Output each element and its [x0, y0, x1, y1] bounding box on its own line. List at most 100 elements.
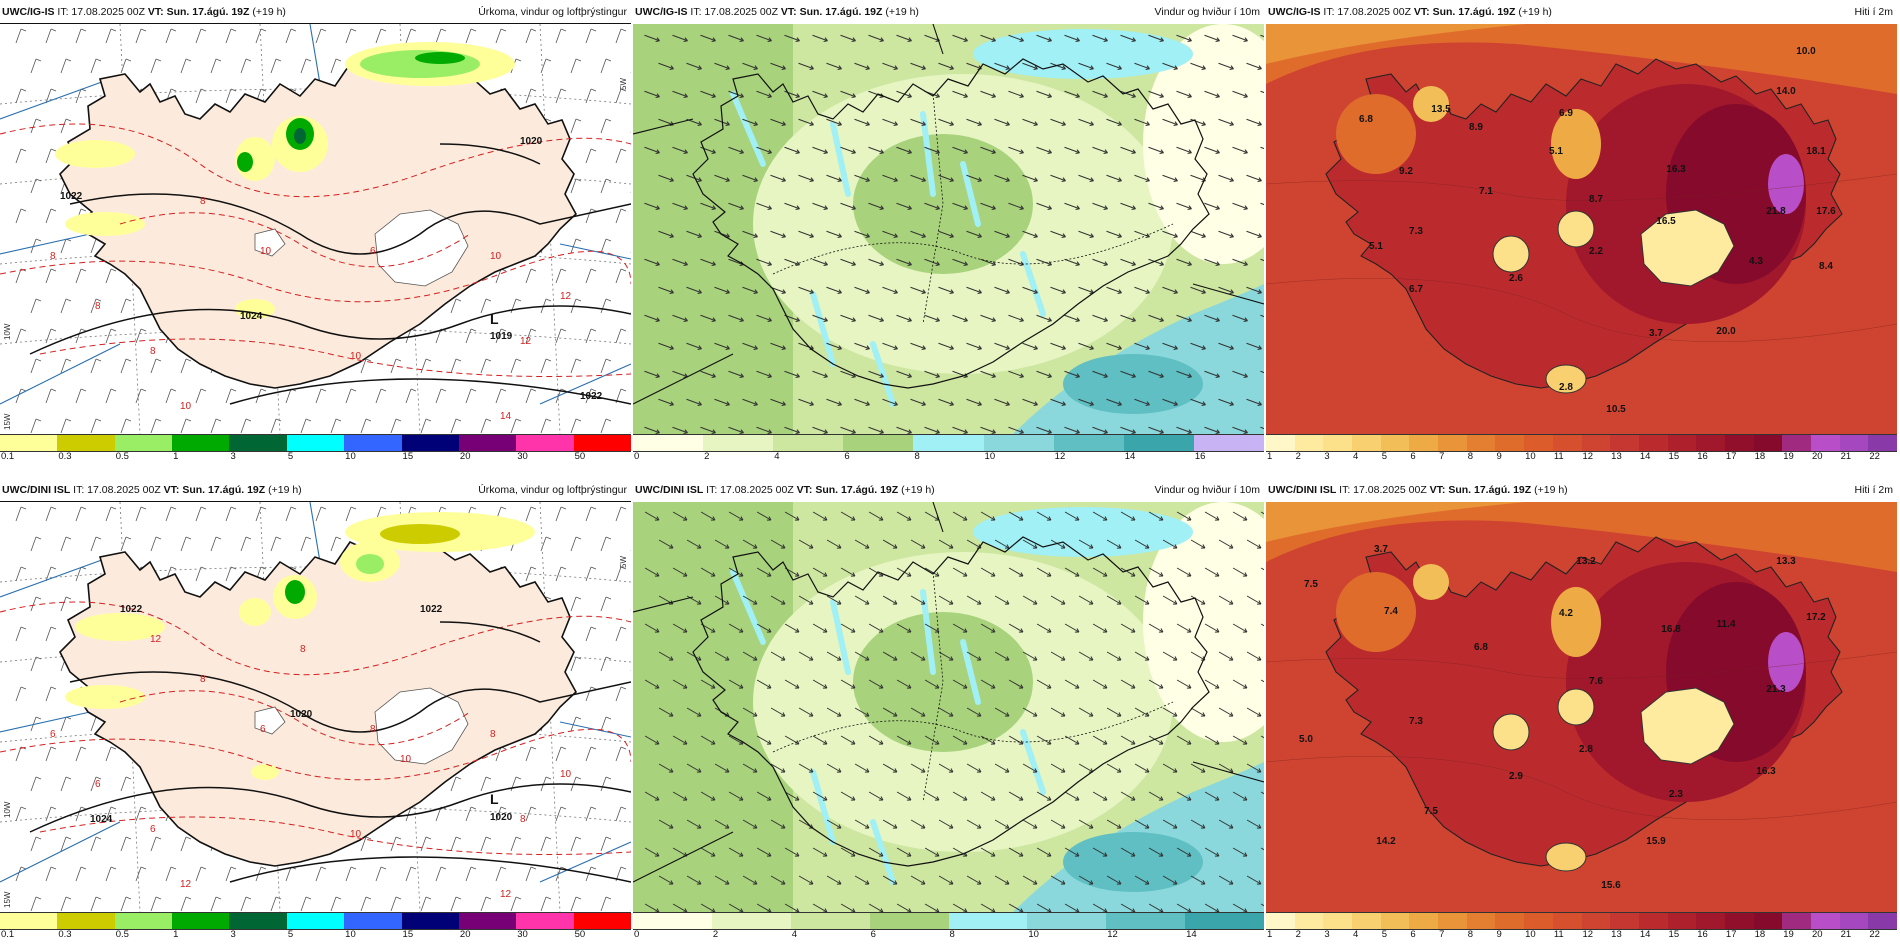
color-scale-cell: [344, 913, 403, 929]
color-scale-cell: [286, 435, 345, 451]
temperature-value: 13.2: [1576, 556, 1596, 567]
temperature-value: 8.7: [1589, 194, 1603, 205]
panel-title: Vindur og hviður í 10m: [1154, 6, 1260, 18]
color-scale-cell: [1868, 435, 1897, 451]
temperature-value: 2.3: [1669, 789, 1683, 800]
color-scale-cell: [703, 435, 774, 451]
temperature-label: 12: [520, 336, 532, 347]
temperature-label: 10: [350, 351, 362, 362]
temperature-value: 6.9: [1559, 108, 1573, 119]
color-scale-tick: 10: [345, 929, 356, 940]
temperature-value: 20.0: [1716, 326, 1736, 337]
color-scale-tick: 14: [1124, 451, 1136, 462]
panel-title: Hiti í 2m: [1854, 484, 1893, 496]
color-scale-cell: [1495, 913, 1525, 929]
glacier-cold: [1545, 364, 1587, 394]
panel-wind-r0: UWC/IG-IS IT: 17.08.2025 00Z VT: Sun. 17…: [633, 0, 1264, 472]
temperature-value: 17.2: [1806, 612, 1826, 623]
color-scale-cell: [57, 913, 116, 929]
color-scale-tick: 2: [1295, 929, 1301, 940]
temperature-value: 7.5: [1304, 579, 1318, 590]
wind-arrows: [644, 511, 1264, 912]
color-scale-tick: 14: [1639, 929, 1651, 940]
temperature-label: 10: [560, 769, 572, 780]
temperature-value: 13.5: [1431, 104, 1451, 115]
header-left: UWC/DINI ISL IT: 17.08.2025 00Z VT: Sun.…: [1268, 484, 1568, 496]
temperature-label: 8: [95, 301, 101, 312]
color-scale-tick: 11: [1553, 451, 1564, 462]
isobars: [29, 621, 631, 883]
region-boundaries: [772, 571, 1174, 803]
color-scale-tick: 14: [1186, 929, 1197, 940]
iceland-land: [59, 536, 578, 867]
color-scale-cell: [1193, 435, 1264, 451]
temperature-value: 15.9: [1646, 836, 1666, 847]
color-scale-tick: 13: [1611, 451, 1622, 462]
wind-band: [973, 29, 1193, 79]
color-scale: [633, 434, 1264, 452]
lead-time: (+19 h): [268, 484, 302, 496]
color-scale-tick: 1: [1267, 451, 1273, 462]
panel-temp-r0: UWC/IG-IS IT: 17.08.2025 00Z VT: Sun. 17…: [1266, 0, 1897, 472]
color-scale-cell: [114, 913, 173, 929]
valid-time: Sun. 17.ágú. 19Z: [1432, 6, 1516, 18]
temperature-value: 16.3: [1666, 164, 1686, 175]
temperature-label: 8: [150, 346, 156, 357]
color-scale-cell: [1294, 435, 1324, 451]
temperature-contours: [1266, 651, 1897, 820]
color-scale-cell: [1552, 435, 1583, 451]
color-scale-cell: [1868, 913, 1897, 929]
color-scale-cell: [1753, 435, 1783, 451]
panel-header: UWC/DINI ISL IT: 17.08.2025 00Z VT: Sun.…: [0, 478, 631, 502]
color-scale-tick: 16: [1697, 451, 1708, 462]
glacier: [254, 706, 286, 735]
model-name: UWC/DINI ISL: [635, 484, 704, 496]
panel-header: UWC/IG-IS IT: 17.08.2025 00Z VT: Sun. 17…: [1266, 0, 1897, 24]
glacier-cold: [1640, 209, 1735, 287]
color-scale-cell: [1266, 435, 1296, 451]
color-scale-cell: [1724, 435, 1755, 451]
temperature-label: 12: [150, 634, 162, 645]
color-scale-cell: [1352, 913, 1382, 929]
sea-temperature: [1266, 24, 1897, 94]
color-scale-cell: [401, 913, 460, 929]
init-time: 17.08.2025 00Z: [71, 6, 145, 18]
temperature-label: 10: [350, 829, 362, 840]
panel-header: UWC/IG-IS IT: 17.08.2025 00Z VT: Sun. 17…: [0, 0, 631, 24]
temperature-value: 3.7: [1649, 328, 1663, 339]
hot-spot: [1768, 154, 1804, 214]
temperature-value: 13.3: [1776, 556, 1796, 567]
panel-header: UWC/DINI ISL IT: 17.08.2025 00Z VT: Sun.…: [633, 478, 1264, 502]
color-scale-ticks: 0 2 4 6 8 10 12 14: [633, 929, 1264, 943]
color-scale-cell: [1053, 435, 1125, 451]
land-temperature: [1336, 562, 1806, 872]
color-scale-tick: 4: [1353, 451, 1359, 462]
temperature-value: 7.4: [1384, 606, 1398, 617]
panel-title: Vindur og hviður í 10m: [1154, 484, 1260, 496]
color-scale-cell: [1810, 435, 1841, 451]
glacier: [254, 228, 286, 257]
color-scale-tick: 8: [949, 929, 955, 940]
temperature-label: 6: [95, 779, 101, 790]
color-scale-tick: 14: [1639, 451, 1651, 462]
color-scale-cell: [1610, 435, 1640, 451]
iceland-land: [59, 58, 578, 389]
color-scale-tick: 7: [1439, 929, 1445, 940]
color-scale: [1266, 434, 1897, 452]
lead-time: (+19 h): [901, 484, 935, 496]
glacier-cold: [1557, 210, 1595, 248]
wind-speed-areas: [633, 24, 1264, 434]
color-scale-tick: 9: [1496, 451, 1502, 462]
color-scale-cell: [0, 913, 58, 929]
color-scale-tick: 0.3: [58, 451, 72, 462]
map-area: 1022 1020 1024 1022 L 1019 8 8 8 8 6 10 10 10 12 12 10 14…: [0, 23, 631, 435]
color-scale-ticks: 0 2 4 6 8 10 12 14 16: [633, 451, 1264, 465]
color-scale-cell: [1123, 435, 1195, 451]
longitude-label: 5W: [619, 78, 628, 90]
color-scale-tick: 50: [574, 929, 586, 940]
init-time: 17.08.2025 00Z: [704, 6, 778, 18]
color-scale-tick: 17: [1725, 929, 1737, 940]
color-scale-tick: 0.1: [1, 929, 15, 940]
wind-band: [973, 507, 1193, 557]
color-scale-tick: 17: [1725, 451, 1737, 462]
